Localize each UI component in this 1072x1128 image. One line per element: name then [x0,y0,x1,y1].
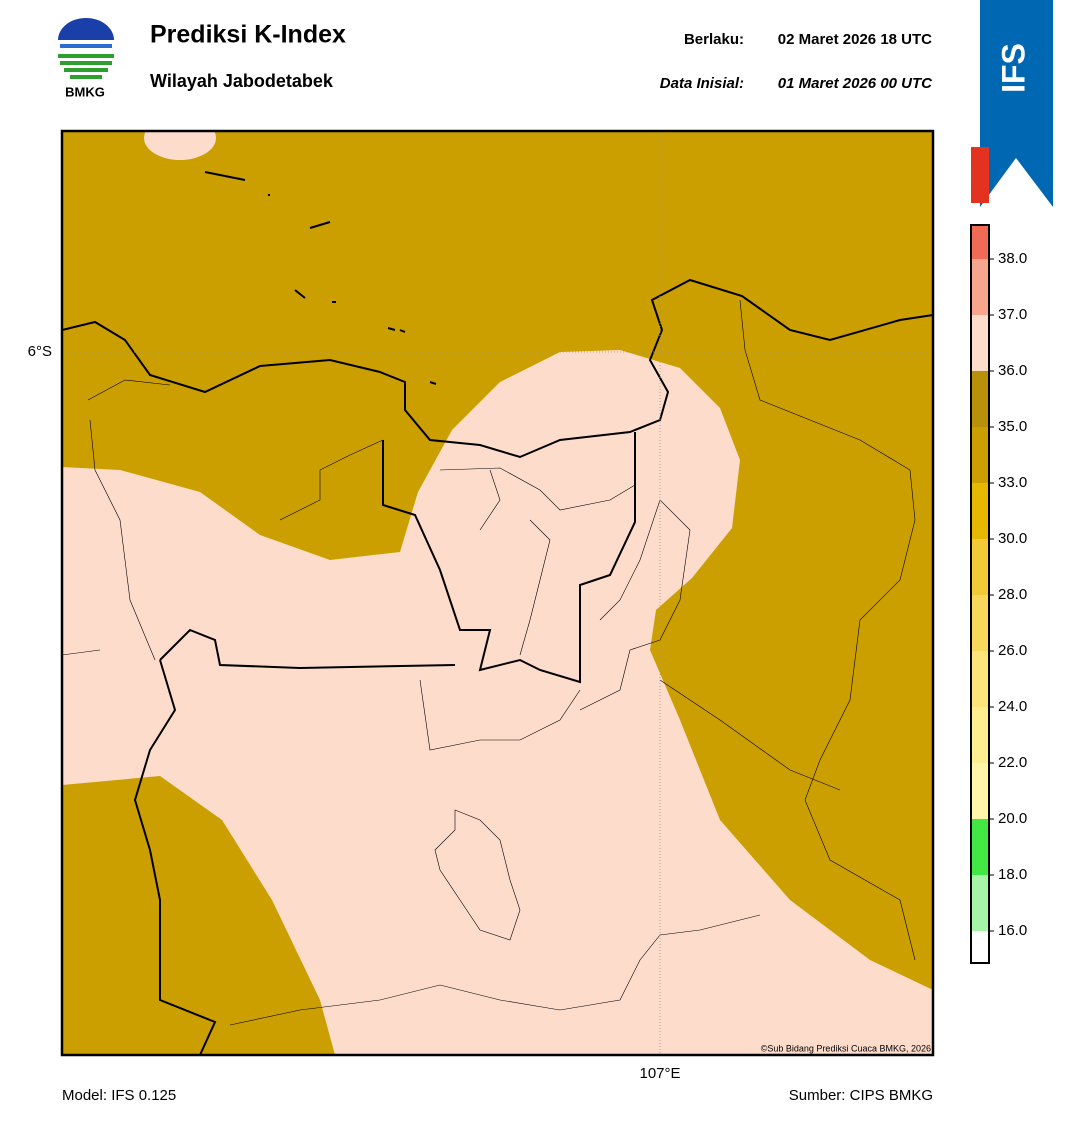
tick-label: 18.0 [998,866,1027,883]
logo-text: BMKG [65,84,105,99]
color-level [971,147,989,203]
badge-text: IFS [995,43,1031,93]
tick-label: 38.0 [998,250,1027,267]
lat-label: 6°S [28,343,52,360]
tick-label: 35.0 [998,418,1027,435]
tick-label: 22.0 [998,754,1027,771]
tick-label: 28.0 [998,586,1027,603]
copyright: ©Sub Bidang Prediksi Cuaca BMKG, 2026 [761,1043,931,1053]
tick-label: 37.0 [998,306,1027,323]
color-level [971,259,989,315]
color-level [971,225,989,259]
tick-label: 30.0 [998,530,1027,547]
tick-label: 16.0 [998,922,1027,939]
lon-label: 107°E [639,1065,680,1082]
colorbar: 16.0 18.0 20.0 22.0 24.0 26.0 28.0 30.0 33.0 35.0… [970,147,1027,964]
color-level [971,875,989,931]
colorbar-frame [970,224,990,964]
tick-label: 24.0 [998,698,1027,715]
color-level [971,427,989,483]
tick-label: 36.0 [998,362,1027,379]
source: Sumber: CIPS BMKG [789,1087,933,1104]
valid-label: Berlaku: [684,31,744,48]
init-time: 01 Maret 2026 00 UTC [778,75,933,92]
badge [980,0,1053,207]
color-level [971,483,989,539]
color-level [971,371,989,427]
valid-time: 02 Maret 2026 18 UTC [778,31,932,48]
map-frame [60,129,935,1057]
color-level [971,819,989,875]
color-level [971,763,989,819]
color-level [971,931,989,963]
init-label: Data Inisial: [660,75,744,92]
model: Model: IFS 0.125 [62,1087,176,1104]
color-level [971,315,989,371]
color-level [971,651,989,707]
color-level [971,595,989,651]
tick-label: 33.0 [998,474,1027,491]
subtitle: Wilayah Jabodetabek [150,71,334,91]
logo: BMKG [58,18,114,99]
tick-label: 20.0 [998,810,1027,827]
color-level [971,539,989,595]
tick-label: 26.0 [998,642,1027,659]
title: Prediksi K-Index [150,21,346,49]
color-level [971,707,989,763]
map: ©Sub Bidang Prediksi Cuaca BMKG, 2026 [62,131,933,1055]
